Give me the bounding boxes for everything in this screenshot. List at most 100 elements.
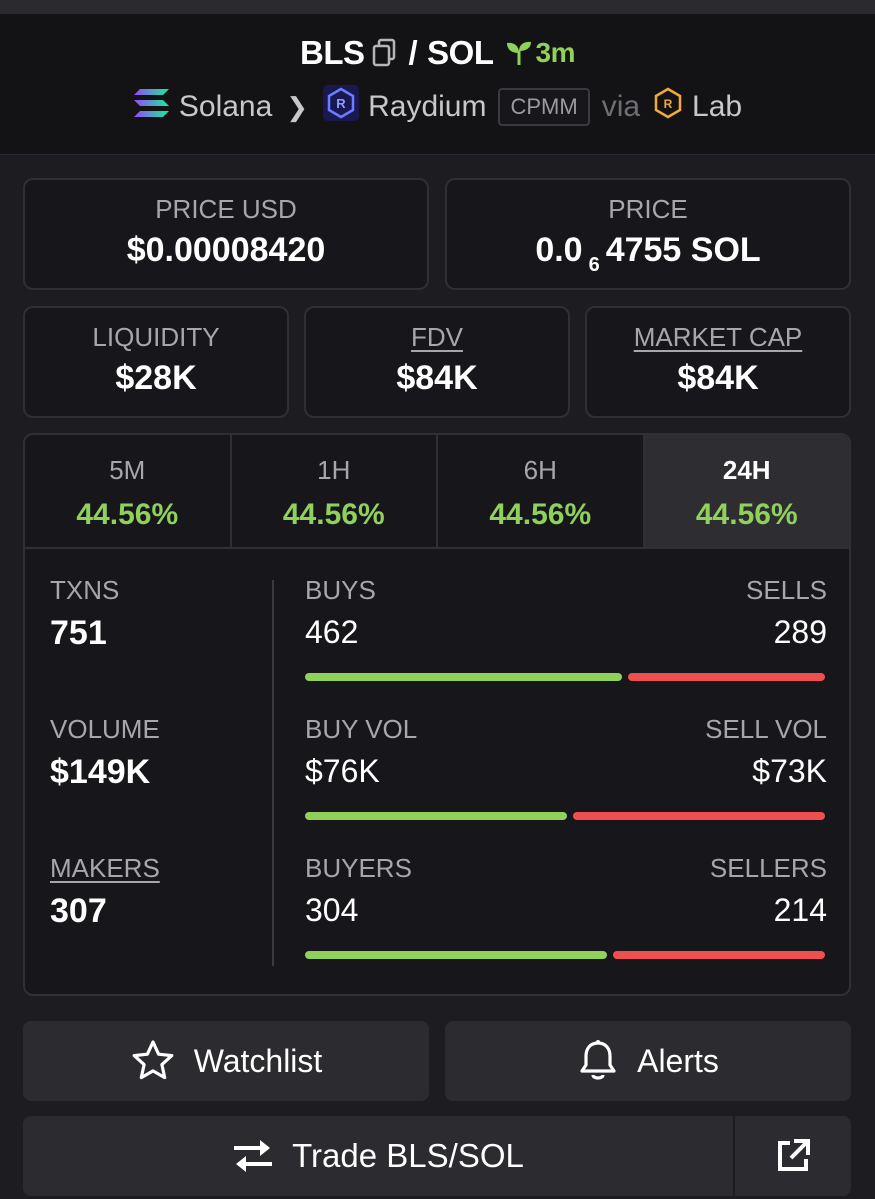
- buy-vol-label: BUY VOL: [305, 714, 418, 744]
- sell-vol-bar-fill: [573, 812, 825, 820]
- buyers-sellers-bar: [305, 951, 825, 959]
- makers-stat: MAKERS 307: [50, 853, 270, 992]
- makers-value: 307: [50, 892, 107, 930]
- market-cap-card: MARKET CAP $84K: [585, 306, 851, 418]
- price-usd-card: PRICE USD $0.00008420: [23, 178, 429, 290]
- trade-button-group: Trade BLS/SOL: [23, 1116, 851, 1196]
- alerts-button[interactable]: Alerts: [445, 1021, 851, 1101]
- txns-value: 751: [50, 614, 107, 652]
- tab-1h[interactable]: 1H 44.56%: [232, 435, 438, 547]
- tab-change: 44.56%: [76, 498, 179, 531]
- market-cap-value: $84K: [677, 359, 759, 397]
- tab-label: 5M: [109, 455, 146, 485]
- liquidity-card: LIQUIDITY $28K: [23, 306, 289, 418]
- pair-header: BLS / SOL 3m: [0, 14, 875, 155]
- price-suffix: 4755 SOL: [605, 231, 761, 269]
- svg-text:R: R: [336, 96, 346, 111]
- volume-label: VOLUME: [50, 714, 160, 744]
- via-text: via: [601, 90, 641, 123]
- pair-title: BLS / SOL 3m: [0, 34, 875, 72]
- sells-bar-fill: [628, 673, 825, 681]
- tab-6h[interactable]: 6H 44.56%: [438, 435, 645, 547]
- external-link-icon: [778, 1139, 810, 1171]
- fdv-value: $84K: [396, 359, 478, 397]
- top-strip: [0, 0, 875, 14]
- buy-vol-bar-fill: [305, 812, 567, 820]
- price-prefix: 0.0: [535, 231, 583, 269]
- base-token: BLS: [300, 34, 365, 71]
- chevron-right-icon: ❯: [286, 91, 309, 122]
- chain-link[interactable]: Solana: [178, 90, 273, 123]
- sellers-bar-fill: [613, 951, 825, 959]
- buy-sell-volume-stat: BUY VOL SELL VOL $76K $73K: [305, 714, 827, 853]
- raydium-icon: R: [322, 84, 360, 130]
- sellers-label: SELLERS: [709, 853, 827, 883]
- sell-vol-value: $73K: [752, 753, 827, 789]
- solana-icon: [133, 87, 171, 127]
- sprout-icon: [506, 41, 531, 65]
- tab-change: 44.56%: [695, 498, 798, 531]
- price-native-card: PRICE 0.0 6 4755 SOL: [445, 178, 851, 290]
- price-native-value: 0.0 6 4755 SOL: [447, 231, 849, 277]
- price-native-label: PRICE: [608, 194, 688, 224]
- fdv-card: FDV $84K: [304, 306, 570, 418]
- quote-token: SOL: [427, 34, 494, 71]
- txns-stat: TXNS 751: [50, 575, 270, 714]
- launchpad-link[interactable]: Lab: [692, 90, 743, 123]
- copy-icon[interactable]: [371, 38, 399, 68]
- buy-sell-volume-bar: [305, 812, 825, 820]
- buys-sells-bar: [305, 673, 825, 681]
- tab-24h[interactable]: 24H 44.56%: [644, 435, 849, 547]
- totals-column: TXNS 751 VOLUME $149K MAKERS 307: [50, 575, 270, 992]
- txns-label: TXNS: [50, 575, 120, 605]
- buys-label: BUYS: [305, 575, 376, 605]
- route-breadcrumb: Solana ❯ R Raydium CPMM via R Lab: [0, 84, 875, 130]
- price-usd-label: PRICE USD: [155, 194, 297, 224]
- open-external-button[interactable]: [733, 1116, 851, 1196]
- market-cap-label[interactable]: MARKET CAP: [633, 322, 803, 352]
- tab-label: 6H: [523, 455, 557, 485]
- tab-change: 44.56%: [282, 498, 385, 531]
- stats-panel: 5M 44.56% 1H 44.56% 6H 44.56% 24H 44.56%…: [23, 433, 851, 996]
- lab-icon: R: [652, 87, 684, 127]
- star-icon: [132, 1040, 174, 1080]
- watchlist-button[interactable]: Watchlist: [23, 1021, 429, 1101]
- buyers-sellers-stat: BUYERS SELLERS 304 214: [305, 853, 827, 992]
- pool-type-badge: CPMM: [498, 88, 590, 126]
- buys-sells-stat: BUYS SELLS 462 289: [305, 575, 827, 714]
- makers-label[interactable]: MAKERS: [50, 853, 160, 883]
- sell-vol-label: SELL VOL: [705, 714, 827, 744]
- fdv-label[interactable]: FDV: [411, 322, 463, 352]
- buy-vol-value: $76K: [305, 753, 380, 789]
- buyers-bar-fill: [305, 951, 607, 959]
- trade-button[interactable]: Trade BLS/SOL: [23, 1116, 731, 1196]
- watchlist-label: Watchlist: [193, 1042, 323, 1079]
- sellers-value: 214: [773, 892, 827, 928]
- svg-text:R: R: [664, 97, 673, 111]
- swap-arrows-icon: [234, 1140, 273, 1172]
- age-text: 3m: [535, 37, 576, 68]
- price-zero-count: 6: [588, 254, 600, 276]
- alerts-label: Alerts: [637, 1042, 719, 1079]
- trade-label: Trade BLS/SOL: [292, 1137, 524, 1174]
- price-usd-value: $0.00008420: [126, 231, 326, 269]
- column-divider: [272, 580, 274, 966]
- timeframe-tabs: 5M 44.56% 1H 44.56% 6H 44.56% 24H 44.56%: [25, 435, 849, 549]
- volume-value: $149K: [50, 753, 151, 791]
- tab-label: 24H: [722, 455, 771, 485]
- dex-link[interactable]: Raydium: [368, 90, 487, 123]
- tab-5m[interactable]: 5M 44.56%: [25, 435, 232, 547]
- tab-change: 44.56%: [489, 498, 592, 531]
- bell-icon: [580, 1040, 616, 1080]
- volume-stat: VOLUME $149K: [50, 714, 270, 853]
- buys-bar-fill: [305, 673, 622, 681]
- liquidity-label: LIQUIDITY: [92, 322, 220, 352]
- buyers-label: BUYERS: [305, 853, 412, 883]
- pair-separator: /: [408, 34, 418, 71]
- sells-value: 289: [773, 614, 827, 650]
- tab-label: 1H: [317, 455, 351, 485]
- pair-age: 3m: [504, 37, 575, 69]
- liquidity-value: $28K: [115, 359, 197, 397]
- sells-label: SELLS: [746, 575, 827, 605]
- buys-value: 462: [305, 614, 359, 650]
